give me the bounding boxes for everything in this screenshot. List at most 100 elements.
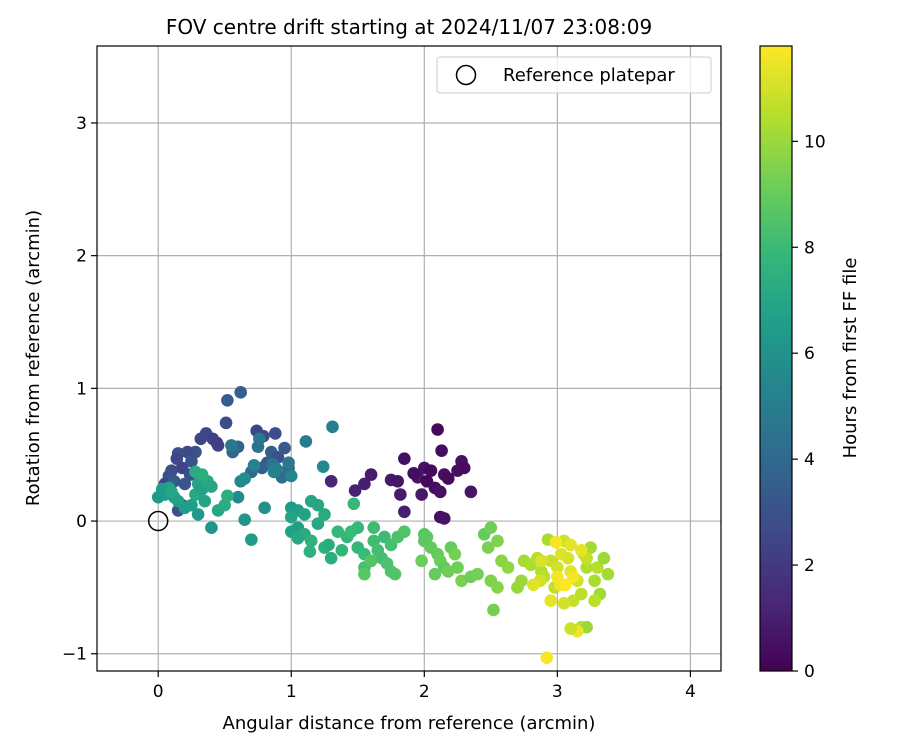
data-point: [487, 603, 500, 617]
x-axis-ticks: 0 1 2 3 4: [153, 671, 696, 702]
data-point: [178, 477, 192, 491]
data-point: [424, 464, 438, 477]
legend-reference-marker: [455, 64, 477, 86]
data-point: [344, 525, 358, 538]
data-point: [205, 521, 218, 534]
data-point: [437, 512, 451, 525]
x-tick-label: 1: [286, 682, 297, 702]
data-point: [398, 505, 411, 519]
data-point: [484, 521, 498, 534]
legend-label-reference-platepar: Reference platepar: [503, 65, 675, 86]
data-point: [433, 485, 447, 499]
data-point: [304, 534, 318, 548]
data-point: [221, 489, 234, 503]
data-point: [151, 490, 165, 504]
data-point: [291, 532, 305, 545]
data-point: [311, 498, 325, 512]
data-point: [471, 567, 484, 581]
data-point: [420, 530, 434, 544]
data-point: [394, 488, 407, 501]
data-point: [574, 543, 588, 557]
y-axis-label: Rotation from reference (arcmin): [23, 210, 44, 506]
x-axis-label: Angular distance from reference (arcmin): [223, 713, 596, 734]
colorbar-tick-label: 10: [804, 132, 826, 152]
grid-lines: [97, 46, 721, 671]
data-point: [527, 578, 540, 592]
data-point: [567, 570, 580, 584]
data-point: [431, 423, 444, 436]
data-point: [428, 567, 442, 581]
data-point: [501, 561, 515, 574]
plot-area-frame: [96, 45, 722, 672]
data-point: [335, 543, 349, 557]
data-point: [549, 535, 563, 549]
data-point: [194, 432, 208, 446]
y-axis-ticks: −1 0 1 2 3: [62, 114, 97, 665]
data-point: [564, 622, 577, 635]
data-point: [491, 534, 504, 548]
legend-box: [436, 56, 712, 94]
data-point: [559, 578, 572, 592]
data-point: [601, 567, 615, 581]
data-point: [515, 574, 528, 588]
data-point: [258, 501, 271, 515]
data-point: [367, 521, 381, 534]
data-point: [415, 488, 428, 501]
data-point: [282, 456, 295, 469]
data-point: [185, 455, 198, 468]
data-point: [238, 472, 251, 485]
colorbar-tick-label: 0: [804, 662, 815, 682]
data-point: [284, 510, 298, 524]
data-point: [358, 477, 371, 491]
data-point: [267, 465, 281, 479]
data-point: [284, 469, 298, 483]
data-point: [322, 538, 335, 552]
colorbar-tick-label: 8: [804, 238, 815, 258]
colorbar: [759, 45, 793, 672]
legend: Reference platepar: [436, 56, 712, 94]
x-tick-label: 2: [419, 682, 430, 702]
colorbar-tick-label: 6: [804, 344, 815, 364]
data-point: [561, 551, 575, 565]
data-point: [324, 474, 338, 488]
data-point: [407, 466, 420, 480]
data-point: [195, 468, 209, 481]
data-point: [221, 393, 234, 407]
colorbar-ticks: 0 2 4 6 8 10: [792, 132, 826, 682]
data-point: [464, 485, 478, 499]
data-point: [551, 570, 564, 584]
data-point: [318, 508, 331, 521]
data-point: [316, 460, 330, 473]
x-tick-label: 0: [153, 682, 164, 702]
data-point: [324, 551, 338, 565]
data-point: [234, 386, 247, 399]
data-point: [435, 444, 448, 458]
data-point: [268, 427, 282, 440]
data-point: [278, 441, 291, 455]
data-point: [191, 508, 205, 521]
colorbar-tick-label: 2: [804, 556, 815, 576]
y-tick-label: 1: [76, 379, 87, 399]
y-tick-label: −1: [62, 645, 87, 665]
data-point: [364, 554, 378, 568]
data-point: [171, 494, 185, 508]
data-point: [574, 587, 588, 601]
data-point: [398, 525, 411, 538]
data-point: [384, 565, 398, 578]
colorbar-tick-label: 4: [804, 450, 815, 470]
data-point: [491, 581, 504, 594]
data-point: [544, 594, 557, 607]
data-point: [590, 561, 604, 574]
data-point: [597, 551, 611, 565]
data-point: [251, 440, 265, 454]
y-tick-label: 3: [76, 114, 87, 134]
data-point: [219, 416, 233, 430]
data-point: [205, 480, 218, 493]
data-point: [348, 484, 362, 497]
data-point: [170, 452, 184, 465]
x-tick-label: 4: [685, 682, 696, 702]
data-point: [588, 594, 601, 607]
